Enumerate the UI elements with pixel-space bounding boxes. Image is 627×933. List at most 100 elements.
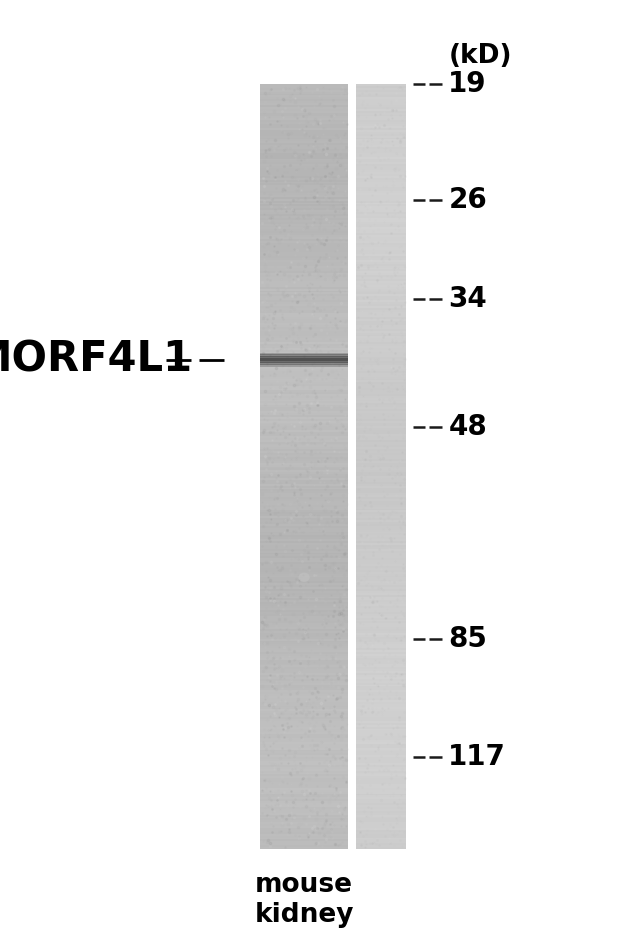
- Bar: [260, 160, 348, 162]
- Bar: [260, 344, 348, 346]
- Bar: [356, 805, 406, 807]
- Bar: [260, 124, 348, 126]
- Bar: [260, 159, 348, 160]
- Bar: [356, 361, 406, 363]
- Bar: [356, 273, 406, 275]
- Bar: [356, 690, 406, 692]
- Bar: [356, 801, 406, 803]
- Bar: [260, 297, 348, 299]
- Bar: [260, 377, 348, 379]
- Bar: [260, 142, 348, 144]
- Bar: [356, 787, 406, 789]
- Bar: [356, 295, 406, 297]
- Bar: [356, 566, 406, 568]
- Bar: [260, 286, 348, 288]
- Bar: [356, 773, 406, 774]
- Bar: [356, 641, 406, 643]
- Bar: [260, 566, 348, 568]
- Bar: [260, 95, 348, 97]
- Bar: [356, 300, 406, 302]
- Bar: [260, 268, 348, 270]
- Bar: [260, 763, 348, 765]
- Bar: [260, 605, 348, 606]
- Bar: [260, 526, 348, 528]
- Bar: [260, 696, 348, 698]
- Bar: [356, 113, 406, 115]
- Bar: [260, 589, 348, 591]
- Bar: [356, 159, 406, 160]
- Bar: [356, 450, 406, 452]
- Bar: [356, 652, 406, 654]
- Bar: [260, 390, 348, 392]
- Bar: [260, 358, 348, 361]
- Bar: [260, 560, 348, 562]
- Bar: [356, 257, 406, 258]
- Bar: [356, 494, 406, 495]
- Bar: [260, 476, 348, 478]
- Bar: [356, 146, 406, 147]
- Bar: [356, 299, 406, 300]
- Bar: [356, 337, 406, 339]
- Bar: [260, 199, 348, 201]
- Bar: [260, 503, 348, 505]
- Bar: [356, 463, 406, 465]
- Bar: [260, 220, 348, 222]
- Bar: [356, 88, 406, 90]
- Bar: [356, 727, 406, 729]
- Bar: [356, 286, 406, 288]
- Bar: [356, 222, 406, 224]
- Bar: [356, 466, 406, 468]
- Bar: [356, 443, 406, 445]
- Bar: [356, 254, 406, 256]
- Bar: [356, 231, 406, 233]
- Bar: [260, 524, 348, 526]
- Bar: [260, 452, 348, 453]
- Bar: [260, 614, 348, 616]
- Bar: [260, 842, 348, 843]
- Bar: [356, 184, 406, 186]
- Bar: [260, 144, 348, 146]
- Bar: [260, 182, 348, 184]
- Bar: [260, 241, 348, 243]
- Bar: [356, 86, 406, 88]
- Bar: [356, 765, 406, 767]
- Bar: [260, 295, 348, 297]
- Bar: [356, 616, 406, 618]
- Bar: [260, 516, 348, 518]
- Bar: [260, 370, 348, 373]
- Bar: [356, 193, 406, 195]
- Bar: [260, 426, 348, 428]
- Bar: [356, 308, 406, 310]
- Bar: [260, 272, 348, 273]
- Bar: [260, 791, 348, 794]
- Bar: [260, 275, 348, 277]
- Bar: [260, 188, 348, 189]
- Bar: [356, 645, 406, 647]
- Bar: [356, 472, 406, 474]
- Bar: [260, 744, 348, 745]
- Bar: [356, 620, 406, 621]
- Bar: [260, 834, 348, 836]
- Bar: [260, 356, 348, 359]
- Bar: [260, 132, 348, 133]
- Bar: [356, 534, 406, 536]
- Bar: [356, 386, 406, 388]
- Bar: [260, 388, 348, 390]
- Bar: [356, 474, 406, 476]
- Bar: [260, 273, 348, 275]
- Bar: [356, 107, 406, 109]
- Bar: [356, 705, 406, 707]
- Bar: [356, 139, 406, 141]
- Bar: [356, 288, 406, 290]
- Bar: [356, 335, 406, 337]
- Bar: [260, 212, 348, 214]
- Bar: [260, 587, 348, 589]
- Bar: [356, 258, 406, 260]
- Bar: [260, 459, 348, 461]
- Bar: [260, 363, 348, 365]
- Bar: [356, 729, 406, 731]
- Bar: [260, 732, 348, 734]
- Bar: [356, 838, 406, 840]
- Bar: [356, 328, 406, 330]
- Bar: [356, 105, 406, 107]
